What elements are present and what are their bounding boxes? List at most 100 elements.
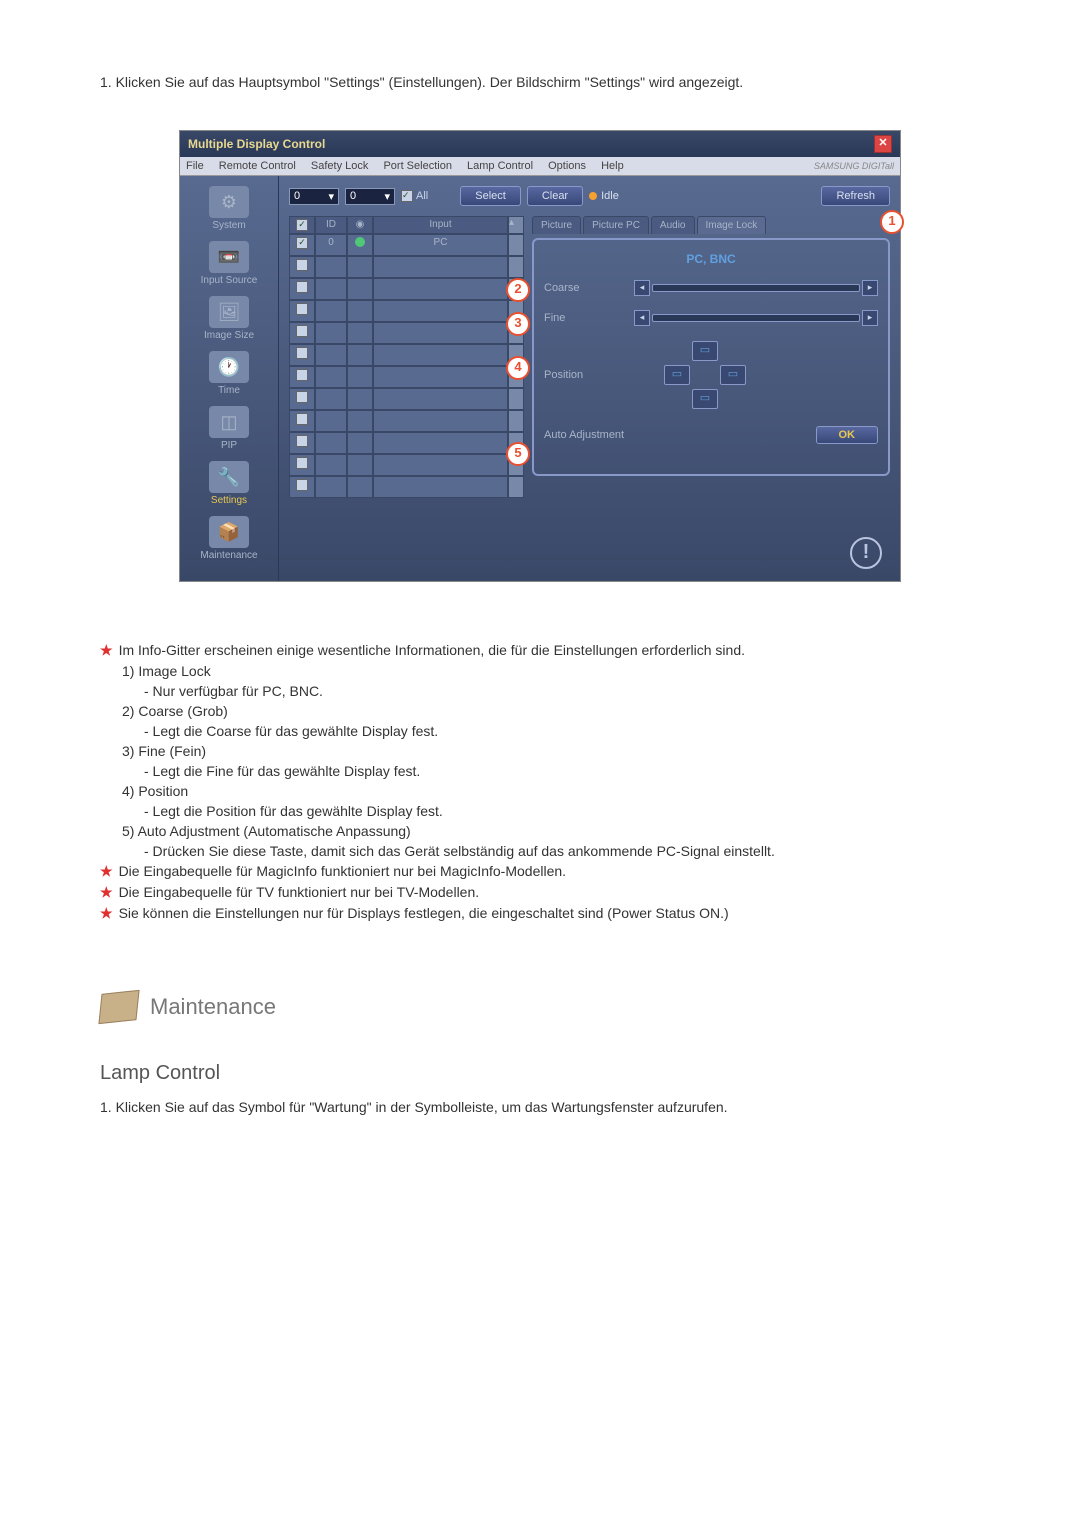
tab-audio[interactable]: Audio [651, 216, 695, 234]
menu-safety[interactable]: Safety Lock [311, 160, 368, 172]
all-label: All [416, 190, 428, 202]
sidebar-item-input[interactable]: 📼Input Source [184, 241, 274, 286]
fine-row: Fine ◂ ▸ [544, 310, 878, 326]
slider-right-icon[interactable]: ▸ [862, 280, 878, 296]
lamp-control-heading: Lamp Control [100, 1062, 980, 1085]
position-up-icon[interactable]: ▭ [692, 341, 718, 361]
slider-right-icon[interactable]: ▸ [862, 310, 878, 326]
note-text: Die Eingabequelle für TV funktioniert nu… [119, 884, 480, 900]
menu-remote[interactable]: Remote Control [219, 160, 296, 172]
fine-label: Fine [544, 312, 634, 324]
note-text: Die Eingabequelle für MagicInfo funktion… [119, 863, 566, 879]
menu-options[interactable]: Options [548, 160, 586, 172]
row-checkbox[interactable] [296, 259, 308, 271]
grid-header-input: Input [373, 216, 508, 234]
sidebar-label: Input Source [201, 275, 258, 286]
close-icon[interactable]: ✕ [874, 135, 892, 153]
sidebar-item-time[interactable]: 🕐Time [184, 351, 274, 396]
ok-button[interactable]: OK [816, 426, 879, 444]
slider-left-icon[interactable]: ◂ [634, 310, 650, 326]
menu-file[interactable]: File [186, 160, 204, 172]
all-checkbox[interactable]: All [401, 190, 428, 202]
row-checkbox[interactable] [296, 347, 308, 359]
toolbar: 0▾ 0▾ All Select Clear Idle Refresh [289, 186, 890, 206]
note-text: 2) Coarse (Grob) [122, 703, 980, 719]
marker-3: 3 [506, 312, 530, 336]
tab-image-lock[interactable]: Image Lock [697, 216, 767, 234]
window-title: Multiple Display Control [188, 137, 325, 151]
marker-4: 4 [506, 356, 530, 380]
select-button[interactable]: Select [460, 186, 521, 206]
position-left-icon[interactable]: ▭ [664, 365, 690, 385]
row-checkbox[interactable] [296, 391, 308, 403]
app-screenshot: Multiple Display Control ✕ File Remote C… [179, 130, 901, 582]
row-checkbox[interactable] [296, 457, 308, 469]
sidebar-label: Settings [211, 495, 247, 506]
dropdown-1[interactable]: 0▾ [289, 188, 339, 205]
slider-left-icon[interactable]: ◂ [634, 280, 650, 296]
status-dot-icon [355, 237, 365, 247]
row-checkbox[interactable] [296, 303, 308, 315]
fine-slider[interactable] [652, 314, 860, 322]
menu-lamp[interactable]: Lamp Control [467, 160, 533, 172]
sidebar-item-system[interactable]: ⚙System [184, 186, 274, 231]
note-text: 4) Position [122, 783, 980, 799]
grid-header-id: ID [315, 216, 347, 234]
row-id: 0 [315, 234, 347, 256]
coarse-slider[interactable] [652, 284, 860, 292]
maintenance-heading: Maintenance [100, 992, 980, 1022]
note-text: - Drücken Sie diese Taste, damit sich da… [144, 843, 980, 859]
position-down-icon[interactable]: ▭ [692, 389, 718, 409]
dropdown-2[interactable]: 0▾ [345, 188, 395, 205]
sidebar: ⚙System 📼Input Source 🖼Image Size 🕐Time … [180, 176, 279, 581]
note-text: 3) Fine (Fein) [122, 743, 980, 759]
tab-picture[interactable]: Picture [532, 216, 581, 234]
position-right-icon[interactable]: ▭ [720, 365, 746, 385]
star-icon: ★ [100, 863, 113, 879]
tabs: Picture Picture PC Audio Image Lock [532, 216, 890, 234]
grid-header-status: ◉ [347, 216, 373, 234]
row-checkbox[interactable] [296, 237, 308, 249]
lamp-text: 1. Klicken Sie auf das Symbol für "Wartu… [100, 1099, 980, 1115]
idle-indicator: Idle [589, 190, 619, 202]
dd-value: 0 [350, 190, 356, 203]
row-checkbox[interactable] [296, 413, 308, 425]
row-checkbox[interactable] [296, 435, 308, 447]
note-text: - Legt die Fine für das gewählte Display… [144, 763, 980, 779]
grid-row[interactable]: 0 PC [289, 234, 524, 256]
menu-help[interactable]: Help [601, 160, 624, 172]
marker-5: 5 [506, 442, 530, 466]
row-checkbox[interactable] [296, 369, 308, 381]
titlebar: Multiple Display Control ✕ [180, 131, 900, 157]
menubar: File Remote Control Safety Lock Port Sel… [180, 157, 900, 176]
dd-value: 0 [294, 190, 300, 203]
note-text: 1) Image Lock [122, 663, 980, 679]
tab-picture-pc[interactable]: Picture PC [583, 216, 649, 234]
row-input: PC [373, 234, 508, 256]
star-icon: ★ [100, 905, 113, 921]
panel-title: PC, BNC [544, 252, 878, 266]
sidebar-item-settings[interactable]: 🔧Settings [184, 461, 274, 506]
intro-text: 1. Klicken Sie auf das Hauptsymbol "Sett… [100, 74, 980, 90]
row-checkbox[interactable] [296, 325, 308, 337]
coarse-row: Coarse ◂ ▸ [544, 280, 878, 296]
settings-panel: PC, BNC Coarse ◂ ▸ Fine [532, 238, 890, 476]
marker-1: 1 [880, 210, 904, 234]
menu-port[interactable]: Port Selection [383, 160, 451, 172]
sidebar-item-pip[interactable]: ◫PIP [184, 406, 274, 451]
note-text: - Legt die Position für das gewählte Dis… [144, 803, 980, 819]
scrollbar-up-icon[interactable]: ▴ [508, 216, 524, 234]
grid-header-check[interactable] [289, 216, 315, 234]
note-text: Sie können die Einstellungen nur für Dis… [119, 905, 729, 921]
sidebar-label: PIP [221, 440, 237, 451]
clear-button[interactable]: Clear [527, 186, 583, 206]
sidebar-label: Image Size [204, 330, 254, 341]
info-icon[interactable]: ! [850, 537, 882, 569]
refresh-button[interactable]: Refresh [821, 186, 890, 206]
row-checkbox[interactable] [296, 479, 308, 491]
box-icon [98, 990, 139, 1024]
row-checkbox[interactable] [296, 281, 308, 293]
position-row: Position ▭ ▭▭ ▭ [544, 340, 878, 410]
sidebar-item-image[interactable]: 🖼Image Size [184, 296, 274, 341]
sidebar-item-maintenance[interactable]: 📦Maintenance [184, 516, 274, 561]
